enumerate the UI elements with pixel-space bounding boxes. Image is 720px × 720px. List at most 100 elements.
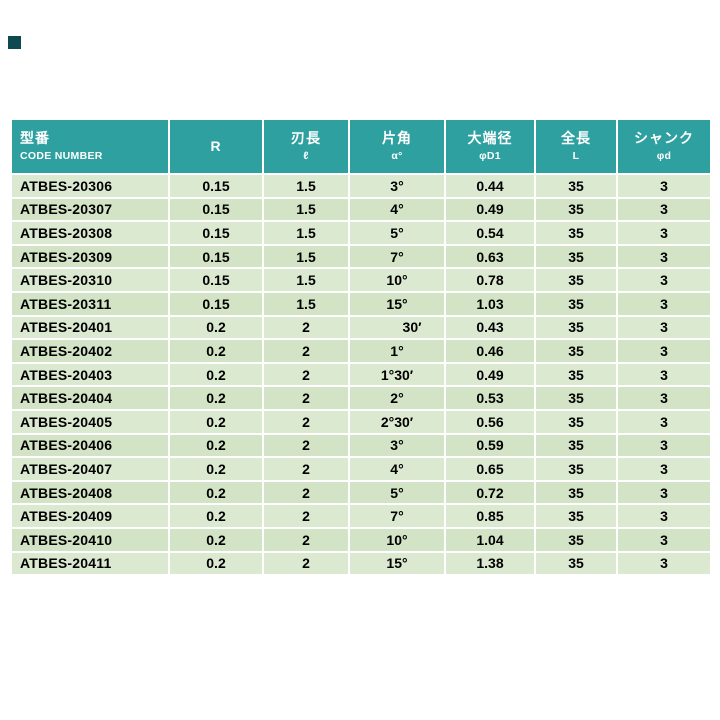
header-label-jp: 全長 [561, 130, 591, 146]
cell-shank: 3 [616, 526, 712, 553]
cell-d1: 1.38 [444, 550, 536, 577]
cell-shank: 3 [616, 408, 712, 435]
cell-r: 0.2 [168, 314, 264, 341]
cell-flute: 1.5 [262, 267, 350, 293]
cell-d1: 0.63 [444, 243, 536, 270]
cell-d1: 0.53 [444, 385, 536, 411]
cell-code: ATBES-20408 [10, 479, 170, 506]
cell-angle: 10° [348, 267, 446, 293]
cell-code: ATBES-20309 [10, 243, 170, 270]
cell-flute: 2 [262, 314, 350, 341]
cell-flute: 1.5 [262, 243, 350, 270]
header-label-jp: 大端径 [467, 130, 513, 146]
cell-d1: 0.43 [444, 314, 536, 341]
cell-code: ATBES-20404 [10, 385, 170, 411]
cell-flute: 2 [262, 338, 350, 364]
cell-r: 0.2 [168, 550, 264, 577]
table-header-row: 型番 CODE NUMBER R 刃長 ℓ 片角 α° 大端径 φD1 全長 L [10, 118, 712, 175]
table-row: ATBES-20309 0.15 1.5 7° 0.63 35 3 [10, 243, 712, 270]
cell-flute: 1.5 [262, 220, 350, 246]
header-label-en: L [572, 150, 580, 162]
cell-flute: 1.5 [262, 173, 350, 199]
cell-d1: 0.78 [444, 267, 536, 293]
cell-len: 35 [534, 385, 618, 411]
cell-r: 0.2 [168, 408, 264, 435]
cell-r: 0.15 [168, 243, 264, 270]
cell-angle: 1° [348, 338, 446, 364]
cell-code: ATBES-20307 [10, 196, 170, 223]
cell-r: 0.2 [168, 503, 264, 529]
cell-shank: 3 [616, 243, 712, 270]
table-row: ATBES-20403 0.2 2 1°30′ 0.49 35 3 [10, 361, 712, 388]
cell-r: 0.2 [168, 526, 264, 553]
cell-d1: 0.46 [444, 338, 536, 364]
cell-shank: 3 [616, 432, 712, 459]
cell-angle: 2°30′ [348, 408, 446, 435]
column-header-shank-diameter: シャンク φd [616, 118, 712, 175]
cell-code: ATBES-20409 [10, 503, 170, 529]
spec-table: 型番 CODE NUMBER R 刃長 ℓ 片角 α° 大端径 φD1 全長 L [10, 118, 712, 577]
cell-angle: 15° [348, 550, 446, 577]
cell-len: 35 [534, 526, 618, 553]
cell-d1: 0.85 [444, 503, 536, 529]
cell-angle: 2° [348, 385, 446, 411]
cell-flute: 2 [262, 456, 350, 482]
table-row: ATBES-20408 0.2 2 5° 0.72 35 3 [10, 479, 712, 506]
cell-d1: 0.44 [444, 173, 536, 199]
cell-flute: 2 [262, 550, 350, 577]
cell-angle: 5° [348, 479, 446, 506]
cell-shank: 3 [616, 267, 712, 293]
cell-r: 0.2 [168, 361, 264, 388]
table-row: ATBES-20410 0.2 2 10° 1.04 35 3 [10, 526, 712, 553]
column-header-code-number: 型番 CODE NUMBER [10, 118, 170, 175]
cell-shank: 3 [616, 314, 712, 341]
cell-angle: 3° [348, 173, 446, 199]
table-row: ATBES-20406 0.2 2 3° 0.59 35 3 [10, 432, 712, 459]
cell-len: 35 [534, 408, 618, 435]
cell-r: 0.15 [168, 290, 264, 317]
cell-code: ATBES-20308 [10, 220, 170, 246]
cell-code: ATBES-20407 [10, 456, 170, 482]
cell-flute: 2 [262, 526, 350, 553]
cell-code: ATBES-20311 [10, 290, 170, 317]
cell-code: ATBES-20403 [10, 361, 170, 388]
cell-code: ATBES-20411 [10, 550, 170, 577]
header-label-en: CODE NUMBER [20, 150, 103, 162]
cell-d1: 1.03 [444, 290, 536, 317]
cell-len: 35 [534, 196, 618, 223]
cell-d1: 0.54 [444, 220, 536, 246]
table-row: ATBES-20308 0.15 1.5 5° 0.54 35 3 [10, 220, 712, 246]
cell-flute: 2 [262, 408, 350, 435]
cell-d1: 0.49 [444, 361, 536, 388]
cell-len: 35 [534, 243, 618, 270]
table-row: ATBES-20401 0.2 2 30′ 0.43 35 3 [10, 314, 712, 341]
header-label-en: φD1 [479, 150, 501, 162]
cell-angle: 4° [348, 196, 446, 223]
cell-len: 35 [534, 267, 618, 293]
cell-r: 0.2 [168, 479, 264, 506]
corner-mark [8, 36, 21, 49]
cell-shank: 3 [616, 385, 712, 411]
column-header-half-angle: 片角 α° [348, 118, 446, 175]
column-header-large-end-diameter: 大端径 φD1 [444, 118, 536, 175]
cell-r: 0.2 [168, 456, 264, 482]
table-row: ATBES-20411 0.2 2 15° 1.38 35 3 [10, 550, 712, 577]
cell-len: 35 [534, 503, 618, 529]
cell-d1: 0.72 [444, 479, 536, 506]
cell-angle: 10° [348, 526, 446, 553]
cell-flute: 2 [262, 503, 350, 529]
cell-code: ATBES-20410 [10, 526, 170, 553]
cell-len: 35 [534, 314, 618, 341]
cell-flute: 2 [262, 361, 350, 388]
cell-len: 35 [534, 361, 618, 388]
cell-shank: 3 [616, 290, 712, 317]
table-row: ATBES-20402 0.2 2 1° 0.46 35 3 [10, 338, 712, 364]
header-label-jp: シャンク [634, 130, 694, 146]
cell-angle: 4° [348, 456, 446, 482]
cell-r: 0.2 [168, 385, 264, 411]
cell-shank: 3 [616, 456, 712, 482]
table-body: ATBES-20306 0.15 1.5 3° 0.44 35 3 ATBES-20307 0.… [10, 173, 712, 577]
header-label-jp: R [210, 138, 222, 154]
header-label-jp: 型番 [20, 130, 50, 146]
cell-d1: 0.59 [444, 432, 536, 459]
